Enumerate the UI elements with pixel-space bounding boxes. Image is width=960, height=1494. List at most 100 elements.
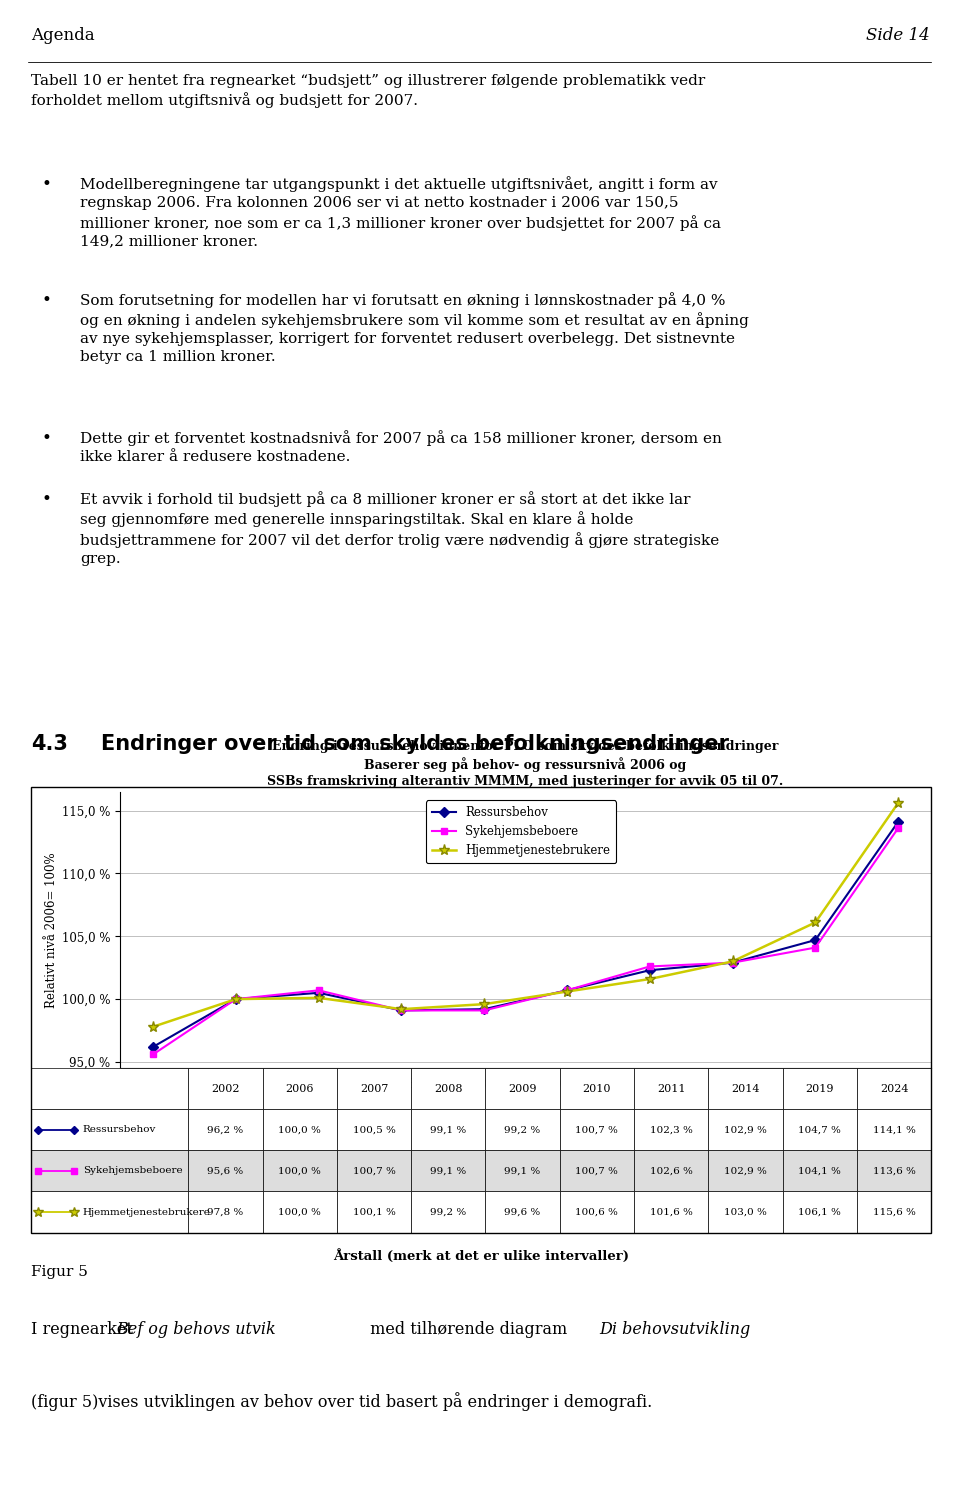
Bar	[411, 1192, 486, 1233]
Bar	[486, 1109, 560, 1150]
Bar	[411, 1068, 486, 1109]
Text: 106,1 %: 106,1 %	[799, 1207, 841, 1216]
Text: 103,0 %: 103,0 %	[724, 1207, 767, 1216]
Text: 99,1 %: 99,1 %	[505, 1167, 540, 1176]
Text: 100,0 %: 100,0 %	[278, 1125, 322, 1134]
Bar	[337, 1150, 411, 1192]
Bar	[411, 1109, 486, 1150]
Text: Årstall (merk at det er ulike intervaller): Årstall (merk at det er ulike intervalle…	[333, 1249, 629, 1262]
Bar	[560, 1150, 634, 1192]
Text: 2009: 2009	[509, 1083, 537, 1094]
Bar	[411, 1150, 486, 1192]
Y-axis label: Relativt nivå 2006= 100%: Relativt nivå 2006= 100%	[44, 852, 58, 1008]
Bar	[782, 1068, 857, 1109]
Bar	[31, 1150, 188, 1192]
Text: 100,0 %: 100,0 %	[278, 1207, 322, 1216]
Bar	[857, 1068, 931, 1109]
Bar	[560, 1068, 634, 1109]
Bar	[634, 1109, 708, 1150]
Bar	[486, 1150, 560, 1192]
Bar	[857, 1109, 931, 1150]
Bar	[708, 1109, 782, 1150]
Text: 100,7 %: 100,7 %	[352, 1167, 396, 1176]
Bar	[263, 1109, 337, 1150]
Bar	[708, 1192, 782, 1233]
Text: Sykehjemsbeboere: Sykehjemsbeboere	[83, 1167, 182, 1176]
Text: 100,7 %: 100,7 %	[575, 1167, 618, 1176]
Text: •: •	[41, 291, 52, 309]
Text: med tilhørende diagram: med tilhørende diagram	[365, 1321, 572, 1339]
Text: 2006: 2006	[285, 1083, 314, 1094]
Text: 2008: 2008	[434, 1083, 463, 1094]
Text: 100,7 %: 100,7 %	[575, 1125, 618, 1134]
Legend: Ressursbehov, Sykehjemsbeboere, Hjemmetjenestebrukere: Ressursbehov, Sykehjemsbeboere, Hjemmetj…	[426, 801, 616, 864]
Text: 2007: 2007	[360, 1083, 388, 1094]
Bar	[857, 1150, 931, 1192]
Text: 102,9 %: 102,9 %	[724, 1167, 767, 1176]
Bar	[782, 1150, 857, 1192]
Text: 2002: 2002	[211, 1083, 240, 1094]
Bar	[708, 1068, 782, 1109]
Bar	[188, 1150, 263, 1192]
Bar	[188, 1109, 263, 1150]
Text: •: •	[41, 492, 52, 508]
Text: 102,9 %: 102,9 %	[724, 1125, 767, 1134]
Bar	[188, 1192, 263, 1233]
Text: Di behovsutvikling: Di behovsutvikling	[599, 1321, 751, 1339]
Bar	[31, 1109, 188, 1150]
Text: Figur 5: Figur 5	[31, 1265, 87, 1279]
Text: 95,6 %: 95,6 %	[207, 1167, 244, 1176]
Text: 102,6 %: 102,6 %	[650, 1167, 692, 1176]
Text: 2019: 2019	[805, 1083, 834, 1094]
Bar	[634, 1068, 708, 1109]
Bar	[188, 1068, 263, 1109]
Text: Agenda: Agenda	[31, 27, 94, 45]
Text: Et avvik i forhold til budsjett på ca 8 millioner kroner er så stort at det ikke: Et avvik i forhold til budsjett på ca 8 …	[81, 492, 720, 566]
Title: Endring i ressursbehov innenfor PLO som skyldes befolkningsendringer
Baserer seg: Endring i ressursbehov innenfor PLO som …	[268, 741, 783, 787]
Bar	[31, 1192, 188, 1233]
Text: 99,1 %: 99,1 %	[430, 1167, 467, 1176]
Bar	[263, 1192, 337, 1233]
Text: Ressursbehov: Ressursbehov	[83, 1125, 156, 1134]
Text: Side 14: Side 14	[866, 27, 929, 45]
Text: Endringer over tid som skyldes befolkningsendringer: Endringer over tid som skyldes befolknin…	[101, 734, 729, 754]
Text: Modellberegningene tar utgangspunkt i det aktuelle utgiftsnivået, angitt i form : Modellberegningene tar utgangspunkt i de…	[81, 176, 721, 248]
Text: 99,2 %: 99,2 %	[430, 1207, 467, 1216]
Bar	[263, 1068, 337, 1109]
Bar	[337, 1109, 411, 1150]
Bar	[337, 1068, 411, 1109]
Text: 100,6 %: 100,6 %	[575, 1207, 618, 1216]
Text: Bef og behovs utvik: Bef og behovs utvik	[116, 1321, 276, 1339]
Text: Hjemmetjenestebrukere: Hjemmetjenestebrukere	[83, 1207, 211, 1216]
Text: 4.3: 4.3	[31, 734, 67, 754]
Text: 96,2 %: 96,2 %	[207, 1125, 244, 1134]
Text: 2024: 2024	[879, 1083, 908, 1094]
Bar	[782, 1109, 857, 1150]
Bar	[634, 1150, 708, 1192]
Text: 100,0 %: 100,0 %	[278, 1167, 322, 1176]
Text: 114,1 %: 114,1 %	[873, 1125, 916, 1134]
Text: 97,8 %: 97,8 %	[207, 1207, 244, 1216]
Bar	[560, 1192, 634, 1233]
Bar	[486, 1192, 560, 1233]
Text: Dette gir et forventet kostnadsnivå for 2007 på ca 158 millioner kroner, dersom : Dette gir et forventet kostnadsnivå for …	[81, 430, 722, 465]
Text: 113,6 %: 113,6 %	[873, 1167, 916, 1176]
Bar	[782, 1192, 857, 1233]
Bar	[708, 1150, 782, 1192]
Text: •: •	[41, 430, 52, 447]
Bar	[263, 1150, 337, 1192]
Bar	[337, 1192, 411, 1233]
Bar	[560, 1109, 634, 1150]
Bar	[31, 1068, 188, 1109]
Text: 101,6 %: 101,6 %	[650, 1207, 692, 1216]
Text: •: •	[41, 176, 52, 193]
Text: I regnearket: I regnearket	[31, 1321, 137, 1339]
Text: 99,6 %: 99,6 %	[505, 1207, 540, 1216]
Bar	[857, 1192, 931, 1233]
Text: 104,1 %: 104,1 %	[799, 1167, 841, 1176]
Text: (figur 5)vises utviklingen av behov over tid basert på endringer i demografi.: (figur 5)vises utviklingen av behov over…	[31, 1392, 652, 1412]
Text: 2011: 2011	[657, 1083, 685, 1094]
Text: Som forutsetning for modellen har vi forutsatt en økning i lønnskostnader på 4,0: Som forutsetning for modellen har vi for…	[81, 291, 749, 365]
Bar	[634, 1192, 708, 1233]
Text: 99,2 %: 99,2 %	[505, 1125, 540, 1134]
